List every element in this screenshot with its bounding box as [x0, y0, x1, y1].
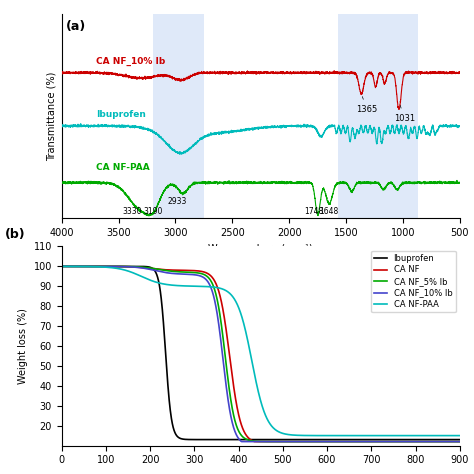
CA NF — [252, 439, 257, 445]
CA NF_10% Ib — [208, 284, 213, 290]
CA NF-PAA — [82, 264, 87, 269]
Ibuprofen — [59, 264, 64, 269]
CA NF_10% Ib — [457, 439, 463, 445]
CA NF-PAA — [144, 276, 149, 282]
CA NF-PAA — [208, 284, 213, 290]
CA NF_10% Ib — [144, 266, 149, 272]
CA NF_10% Ib — [239, 439, 245, 445]
Text: (a): (a) — [65, 20, 86, 33]
X-axis label: Wavenumbers (cm⁻¹): Wavenumbers (cm⁻¹) — [209, 243, 313, 253]
CA NF-PAA — [457, 433, 463, 438]
Ibuprofen — [144, 264, 149, 270]
Text: CA NF_10% Ib: CA NF_10% Ib — [96, 57, 165, 66]
CA NF_5% Ib — [454, 439, 459, 445]
Y-axis label: Weight loss (%): Weight loss (%) — [18, 308, 28, 384]
CA NF — [331, 439, 337, 445]
CA NF — [208, 273, 213, 278]
Text: 1365: 1365 — [356, 97, 377, 114]
CA NF_10% Ib — [331, 439, 337, 445]
Ibuprofen — [208, 437, 213, 442]
Line: CA NF_5% Ib: CA NF_5% Ib — [62, 266, 460, 442]
Ibuprofen — [271, 437, 277, 442]
Ibuprofen — [82, 264, 87, 269]
Ibuprofen — [221, 437, 227, 442]
CA NF_5% Ib — [59, 264, 64, 269]
Text: CA NF-PAA: CA NF-PAA — [96, 163, 149, 172]
CA NF-PAA — [223, 288, 229, 293]
Line: CA NF: CA NF — [62, 266, 460, 442]
CA NF — [221, 313, 227, 319]
CA NF — [82, 264, 87, 269]
CA NF — [457, 439, 463, 445]
CA NF_5% Ib — [82, 264, 87, 269]
CA NF-PAA — [59, 264, 64, 269]
Ibuprofen — [331, 437, 337, 442]
CA NF-PAA — [330, 433, 336, 438]
CA NF_5% Ib — [457, 439, 463, 445]
CA NF — [223, 327, 229, 332]
Text: 3330: 3330 — [122, 208, 142, 217]
CA NF_5% Ib — [144, 265, 149, 271]
Text: 1031: 1031 — [394, 106, 415, 123]
Text: (b): (b) — [5, 228, 26, 240]
Bar — [338, 14, 418, 218]
Text: 2933: 2933 — [168, 197, 187, 206]
Text: 1748: 1748 — [304, 208, 324, 217]
Line: CA NF_10% Ib: CA NF_10% Ib — [62, 266, 460, 442]
Text: 1648: 1648 — [319, 208, 339, 217]
CA NF — [144, 265, 149, 271]
Ibuprofen — [457, 437, 463, 442]
CA NF_10% Ib — [221, 365, 227, 371]
CA NF_5% Ib — [330, 439, 336, 445]
Legend: Ibuprofen, CA NF, CA NF_5% Ib, CA NF_10% Ib, CA NF-PAA: Ibuprofen, CA NF, CA NF_5% Ib, CA NF_10%… — [371, 251, 456, 312]
CA NF_5% Ib — [223, 361, 229, 366]
Y-axis label: Transmittance (%): Transmittance (%) — [46, 72, 56, 161]
CA NF-PAA — [221, 287, 227, 292]
Text: Ibuprofen: Ibuprofen — [96, 110, 146, 119]
CA NF_5% Ib — [221, 344, 227, 349]
Ibuprofen — [223, 437, 229, 442]
CA NF_10% Ib — [82, 264, 87, 269]
CA NF_5% Ib — [208, 278, 213, 283]
CA NF_10% Ib — [59, 264, 64, 269]
CA NF_10% Ib — [223, 382, 229, 388]
Line: Ibuprofen: Ibuprofen — [62, 266, 460, 439]
Line: CA NF-PAA: CA NF-PAA — [62, 266, 460, 436]
Bar — [153, 14, 204, 218]
CA NF — [59, 264, 64, 269]
Text: 3190: 3190 — [143, 208, 162, 217]
